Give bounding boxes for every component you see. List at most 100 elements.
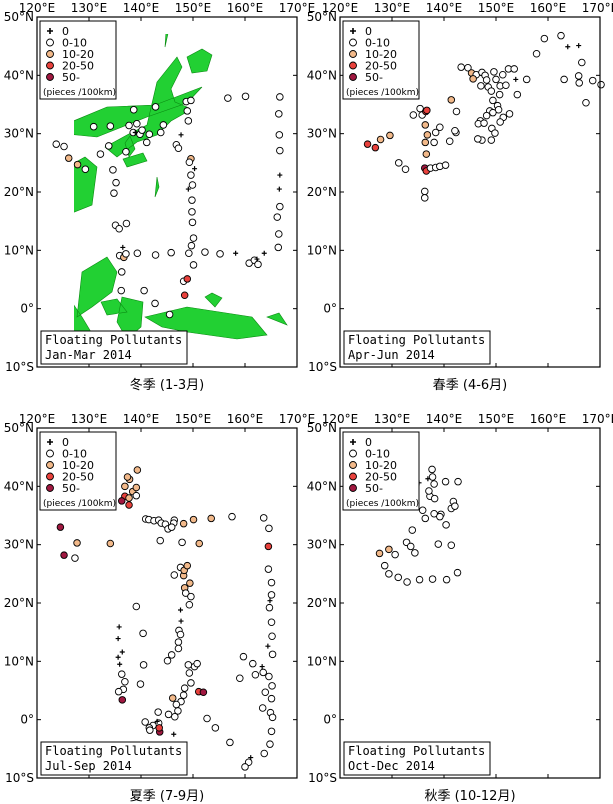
- lat-tick-label: 20°N: [4, 596, 34, 610]
- observation-point-c0-10: [122, 219, 131, 228]
- observation-point-c0-10: [185, 601, 194, 609]
- observation-point-c0-10: [122, 147, 130, 156]
- legend-circle-symbol: [349, 38, 357, 47]
- observation-point-c0-10: [434, 540, 443, 548]
- observation-point-c0-10: [428, 473, 437, 481]
- lat-tick-label: 10°N: [307, 243, 337, 257]
- lat-tick-label: 40°N: [4, 479, 34, 493]
- lat-tick-label: 10°S: [308, 360, 337, 374]
- lon-tick-label: 130°E: [374, 412, 411, 426]
- observation-point-c0-10: [275, 110, 283, 118]
- lat-tick-label: 30°N: [307, 127, 337, 141]
- observation-point-c0-10: [132, 602, 141, 611]
- observation-point-c0-10: [408, 526, 417, 534]
- legend-circle-symbol: [46, 50, 54, 58]
- observation-point-c10-20: [121, 482, 129, 491]
- observation-point-c10-20: [125, 494, 133, 502]
- observation-point-c0-10: [451, 126, 459, 135]
- legend-label: 0: [365, 436, 372, 449]
- lat-tick-label: 10°S: [308, 771, 337, 785]
- observation-point-c0-10: [267, 727, 276, 736]
- legend-circle-symbol: [46, 484, 54, 492]
- observation-point-c0-10: [189, 234, 198, 242]
- observation-point-c0-10: [201, 248, 209, 256]
- observation-point-c0-10: [133, 249, 142, 257]
- observation-point-c0-10: [179, 691, 188, 699]
- observation-point-c0-10: [380, 561, 389, 570]
- observation-point-c0-10: [187, 241, 196, 250]
- observation-point-c0-10: [170, 571, 179, 579]
- zero-marker: [132, 130, 138, 135]
- observation-point-c0-10: [236, 674, 244, 683]
- observation-point-c0-10: [411, 549, 419, 557]
- legend-label: 0: [62, 25, 69, 38]
- map-panel-summer: 120°E 130°E 140°E 150°E 160°E 170°E 50°N 40°N 30…: [4, 412, 316, 804]
- observation-point-c20-50: [183, 275, 192, 283]
- observation-point-c0-10: [180, 684, 189, 692]
- observation-point-c10-20: [64, 154, 73, 162]
- observation-point-c0-10: [275, 131, 284, 139]
- lat-tick-label: 50°N: [4, 10, 34, 24]
- legend-label: 50-: [365, 71, 383, 84]
- observation-point-c0-10: [185, 249, 193, 257]
- observation-point-c0-10: [167, 523, 176, 531]
- zero-marker: [265, 643, 271, 649]
- lon-tick-label: 120°E: [19, 1, 56, 15]
- observation-point-c10-20: [123, 473, 132, 481]
- zero-marker: [171, 731, 177, 737]
- observation-point-c0-10: [441, 161, 450, 169]
- lon-tick-label: 170°E: [279, 1, 316, 15]
- observation-point-c20-50: [423, 106, 431, 115]
- legend-unit: (pieces /100km): [43, 88, 116, 98]
- observation-point-c0-10: [185, 669, 194, 677]
- legend-circle-symbol: [349, 73, 357, 81]
- observation-point-c0-10: [445, 137, 454, 145]
- observation-point-c0-10: [395, 159, 403, 167]
- observation-point-c0-10: [156, 536, 164, 545]
- observation-point-c0-10: [174, 638, 183, 646]
- legend-circle-symbol: [349, 472, 357, 481]
- lat-tick-label: 20°N: [307, 185, 337, 199]
- lon-tick-label: 160°E: [227, 1, 264, 15]
- observation-point-c0-10: [275, 230, 283, 238]
- observation-point-c0-10: [139, 661, 148, 669]
- observation-point-c0-10: [266, 740, 274, 748]
- observation-point-c10-20: [132, 483, 141, 492]
- observation-point-c50: [118, 497, 126, 505]
- observation-point-c0-10: [142, 138, 151, 147]
- lon-tick-label: 150°E: [478, 1, 515, 15]
- observation-point-c0-10: [430, 138, 438, 147]
- observation-point-c0-10: [241, 92, 250, 101]
- observation-point-c0-10: [118, 670, 126, 678]
- lat-tick-label: 10°N: [4, 243, 34, 257]
- observation-point-c0-10: [495, 90, 504, 99]
- zero-marker: [254, 256, 260, 262]
- legend-circle-symbol: [349, 61, 357, 70]
- observation-point-c0-10: [184, 117, 193, 125]
- zero-marker: [120, 244, 126, 250]
- observation-point-c0-10: [431, 128, 440, 137]
- observation-point-c0-10: [505, 110, 514, 118]
- observation-point-c0-10: [125, 121, 133, 130]
- observation-point-c0-10: [122, 250, 130, 258]
- observation-point-c50: [56, 523, 65, 531]
- observation-point-c0-10: [597, 80, 605, 89]
- observation-point-c0-10: [490, 68, 498, 76]
- observation-point-c0-10: [409, 111, 418, 119]
- observation-point-c10-20: [469, 75, 477, 83]
- stamp-title: Floating Pollutants: [45, 333, 182, 347]
- legend-label: 0-10: [365, 37, 390, 50]
- observation-point-c0-10: [146, 726, 154, 734]
- observation-point-c0-10: [151, 299, 159, 308]
- observation-point-c0-10: [574, 72, 583, 80]
- observation-point-c0-10: [489, 96, 497, 105]
- zero-marker: [154, 718, 160, 724]
- lat-tick-label: 20°N: [307, 596, 337, 610]
- map-panel-autumn: 120°E 130°E 140°E 150°E 160°E 170°E 50°N 40°N 30…: [307, 412, 613, 804]
- observation-point-c0-10: [557, 31, 565, 40]
- observation-point-c0-10: [532, 50, 541, 58]
- observation-point-c0-10: [480, 119, 488, 127]
- observation-point-c0-10: [224, 94, 232, 102]
